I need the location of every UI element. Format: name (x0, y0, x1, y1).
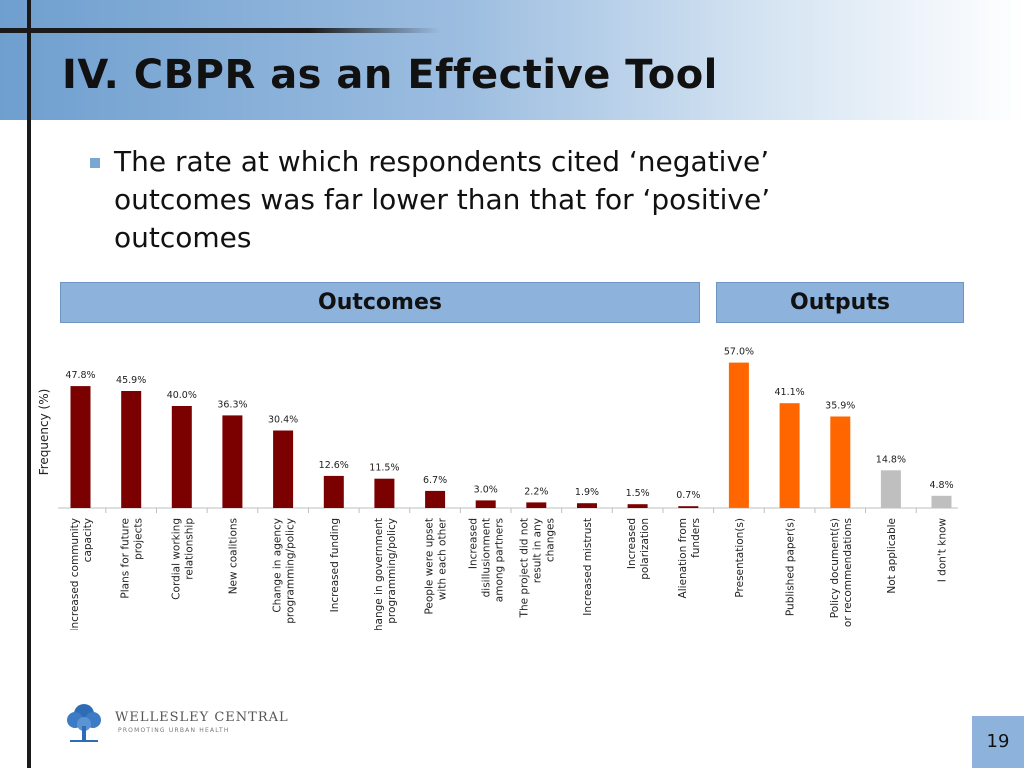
category-label-17: I don't know (937, 518, 949, 583)
bar-8 (475, 500, 496, 508)
category-label-4: Change in agencyprogramming/policy (272, 518, 297, 624)
logo-name: WELLESLEY CENTRAL (115, 710, 289, 725)
header-band (0, 0, 1024, 120)
category-label-6: Change in governmentprogramming/policy (373, 518, 398, 630)
category-label-15: Policy document(s)or recommendations (829, 518, 854, 627)
logo-tagline: PROMOTING URBAN HEALTH (118, 727, 230, 734)
category-label-0: Increased communitycapacity (69, 518, 94, 630)
value-label-16: 14.8% (876, 454, 906, 465)
bullet-text: The rate at which respondents cited ‘neg… (114, 145, 771, 254)
bar-16 (880, 470, 901, 508)
category-label-10: Increased mistrust (582, 518, 594, 616)
value-label-14: 41.1% (775, 387, 805, 398)
page-number: 19 (972, 716, 1024, 768)
category-label-8: Increaseddisillusionmentamong partners (468, 518, 506, 602)
value-label-12: 0.7% (676, 490, 700, 501)
value-label-11: 1.5% (626, 488, 650, 499)
bar-1 (121, 391, 142, 508)
bar-11 (627, 504, 648, 508)
bar-14 (779, 403, 800, 508)
value-label-8: 3.0% (474, 484, 498, 495)
bar-2 (171, 406, 192, 508)
value-label-7: 6.7% (423, 475, 447, 486)
tree-icon (67, 704, 101, 742)
bullet-square-icon (90, 158, 100, 168)
category-label-5: Increased funding (329, 518, 341, 612)
value-label-6: 11.5% (369, 463, 399, 474)
value-label-2: 40.0% (167, 390, 197, 401)
value-label-17: 4.8% (929, 480, 953, 491)
outputs-header: Outputs (716, 282, 964, 323)
bar-17 (931, 495, 952, 508)
value-label-13: 57.0% (724, 347, 754, 358)
value-label-9: 2.2% (524, 486, 548, 497)
bar-13 (728, 362, 749, 508)
y-axis-label: Frequency (%) (37, 389, 51, 476)
decorative-horizontal-line (0, 28, 440, 33)
value-label-3: 36.3% (217, 399, 247, 410)
bar-3 (222, 415, 243, 508)
bar-4 (273, 430, 294, 508)
value-label-15: 35.9% (825, 401, 855, 412)
bar-12 (678, 506, 699, 508)
bar-5 (323, 475, 344, 508)
category-label-7: People were upsetwith each other (424, 517, 449, 614)
category-label-14: Published paper(s) (785, 518, 797, 616)
bar-0 (70, 386, 91, 508)
value-label-10: 1.9% (575, 487, 599, 498)
bar-9 (526, 502, 547, 508)
outcomes-header: Outcomes (60, 282, 700, 323)
wellesley-central-logo (67, 704, 101, 742)
category-label-2: Cordial workingrelationship (170, 518, 195, 600)
category-label-9: The project did notresult in anychanges (518, 518, 556, 618)
decorative-vertical-line (27, 0, 31, 768)
frequency-bar-chart: Frequency (%) 47.8% Increased communitycap… (37, 347, 958, 630)
slide-title: IV. CBPR as an Effective Tool (62, 52, 718, 98)
value-label-0: 47.8% (65, 370, 95, 381)
value-label-5: 12.6% (319, 460, 349, 471)
category-label-13: Presentation(s) (734, 518, 746, 598)
bar-7 (425, 490, 446, 508)
value-label-1: 45.9% (116, 375, 146, 386)
bar-15 (830, 416, 851, 508)
bar-10 (577, 503, 597, 508)
category-label-12: Alienation fromfunders (677, 518, 702, 598)
value-label-4: 30.4% (268, 415, 298, 426)
category-label-11: Increasedpolarization (626, 518, 651, 580)
bar-6 (374, 478, 395, 508)
category-label-3: New coalitions (227, 518, 239, 594)
category-label-1: Plans for futureprojects (120, 518, 145, 599)
category-label-16: Not applicable (886, 518, 898, 594)
